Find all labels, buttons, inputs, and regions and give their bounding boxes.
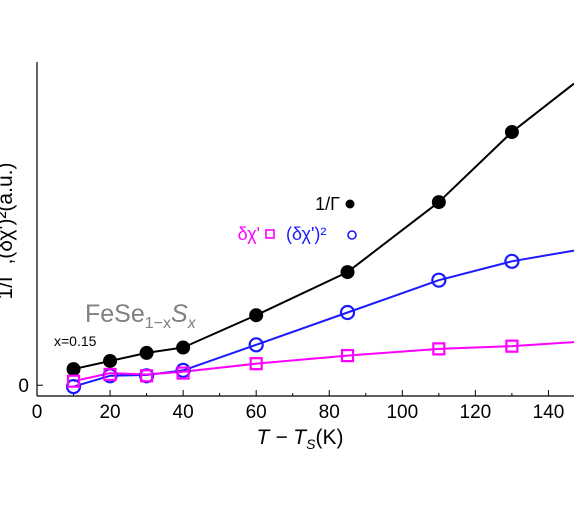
x-tick-label: 60 bbox=[246, 402, 267, 423]
compound-annotation: FeSe1−xSx x=0.15 bbox=[54, 300, 197, 349]
compound-tail-subscript: x bbox=[187, 315, 197, 332]
y-tick-label: 0 bbox=[18, 376, 29, 397]
data-point-filled-circle bbox=[103, 353, 118, 368]
x-tick-label: 0 bbox=[32, 402, 43, 423]
compound-tail: S bbox=[171, 300, 188, 328]
compound-name: FeSe bbox=[85, 300, 145, 328]
data-point-open-circle bbox=[339, 304, 356, 321]
series-line-2 bbox=[73, 341, 574, 383]
series-line-1 bbox=[73, 249, 574, 388]
svg-text:FeSe1−xSx: FeSe1−xSx bbox=[85, 300, 197, 332]
data-point-open-square bbox=[103, 367, 117, 382]
data-point-filled-circle bbox=[139, 345, 154, 360]
data-point-filled-circle bbox=[340, 265, 355, 280]
legend-label: 1/Γ bbox=[315, 194, 340, 214]
data-point-filled-circle bbox=[504, 125, 519, 140]
data-point-open-circle bbox=[504, 253, 520, 269]
data-point-open-square bbox=[432, 342, 446, 356]
x-tick-label: 40 bbox=[173, 402, 194, 423]
compound-subscript: 1−x bbox=[145, 315, 171, 332]
x-axis-label: T − TS(K) bbox=[257, 426, 344, 452]
series-markers bbox=[65, 125, 520, 395]
data-point-open-square bbox=[505, 339, 519, 353]
x-tick-label: 20 bbox=[99, 402, 120, 423]
data-point-open-square bbox=[249, 357, 263, 371]
data-point-open-square bbox=[139, 369, 154, 383]
legend-marker-open-circle bbox=[347, 230, 357, 240]
data-point-open-circle bbox=[431, 272, 447, 288]
data-point-filled-circle bbox=[431, 195, 446, 210]
x-tick-label: 140 bbox=[533, 402, 565, 423]
y-axis-label: 1/Γ ,(δχ')²(a.u.) bbox=[0, 163, 17, 300]
x-tick-label: 120 bbox=[460, 402, 492, 423]
legend-marker-filled-circle bbox=[345, 199, 355, 209]
x-tick-label: 100 bbox=[386, 402, 418, 423]
x-tick-label: 80 bbox=[319, 402, 340, 423]
data-point-open-square bbox=[340, 348, 355, 363]
data-point-filled-circle bbox=[176, 340, 191, 355]
data-point-filled-circle bbox=[249, 308, 264, 323]
y-ticks: 0 bbox=[18, 376, 43, 397]
data-point-open-circle bbox=[248, 337, 264, 353]
data-point-open-square bbox=[176, 366, 190, 380]
doping-label: x=0.15 bbox=[54, 333, 97, 349]
legend: 1/Γ δχ' (δχ')² bbox=[238, 194, 357, 244]
legend-label: (δχ')² bbox=[286, 224, 326, 244]
data-point-open-square bbox=[66, 374, 81, 388]
x-ticks: 0 20 40 60 80 100 120 140 bbox=[32, 390, 565, 423]
axes: 0 20 40 60 80 100 120 140 0 bbox=[18, 62, 574, 423]
data-point-filled-circle bbox=[66, 362, 81, 377]
legend-label: δχ' bbox=[238, 224, 260, 244]
legend-marker-open-square bbox=[265, 229, 275, 239]
